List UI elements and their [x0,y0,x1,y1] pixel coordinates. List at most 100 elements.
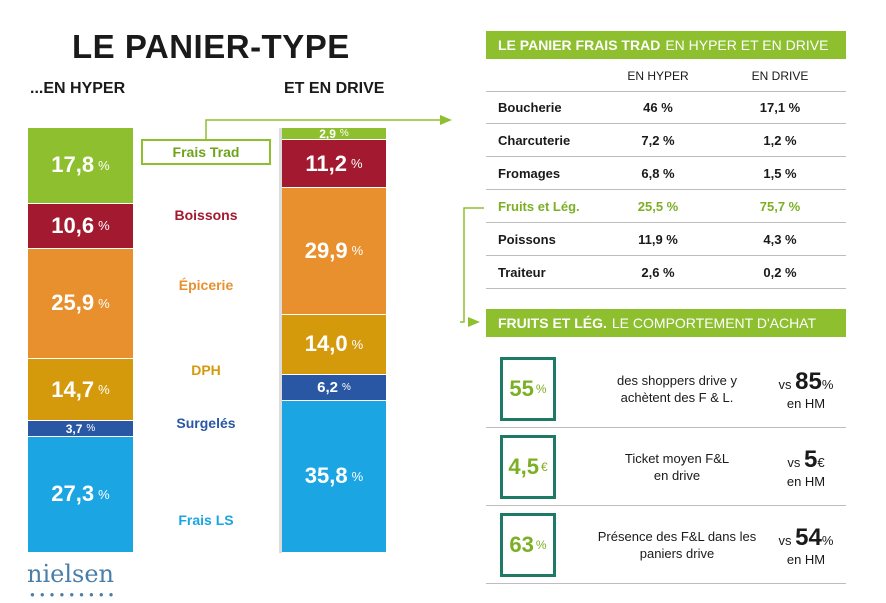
bar-value-label: 35,8 [304,463,348,489]
bar-value-label: 25,9 [51,290,95,316]
bar-segment-hyper-boissons: 10,6% [28,203,133,249]
table-top-rule [486,91,846,92]
kpi-text-line1: Présence des F&L dans les [597,529,757,544]
arrowhead-fruits-leg [468,317,480,327]
table-header-hyper: EN HYPER [627,69,689,83]
behaviour-banner: FRUITS ET LÉG. LE COMPORTEMENT D'ACHAT [486,309,846,337]
bar-segment-drive-frais-trad: 2,9% [282,126,386,141]
row-hyper-value: 6,8 % [641,166,675,181]
bar-unit-label: % [98,218,110,234]
bar-unit-label: % [98,486,110,502]
arrow-fruits-leg [460,207,484,323]
table-row: Charcuterie 7,2 % 1,2 % [486,125,846,157]
bar-unit-label: % [351,336,364,352]
bar-unit-label: % [98,295,110,311]
kpi-description: des shoppers drive y achètent des F & L. [582,350,772,428]
table-header-drive: EN DRIVE [751,69,809,83]
row-drive-value: 4,3 % [763,232,797,247]
row-drive-value: 0,2 % [763,265,797,280]
bar-unit-label: % [351,468,364,484]
kpi-value-box: 55% [500,357,556,421]
row-drive-value: 1,2 % [763,133,797,148]
nielsen-logo: nielsen [27,560,114,588]
bar-value-label: 3,7 [65,421,83,436]
bar-segment-hyper-frais-trad: 17,8% [28,128,133,204]
banner-title-bold: LE PANIER FRAIS TRAD [498,37,661,53]
bar-value-label: 10,6 [51,212,95,238]
kpi-description: Présence des F&L dans les paniers drive [582,506,772,584]
bar-unit-label: % [98,157,110,173]
kpi-compare-value: 5 [804,445,818,473]
bar-unit-label: % [339,128,349,140]
kpi-value: 63 [509,532,534,557]
bar-segment-hyper-surgeles: 3,7% [28,421,133,437]
kpi-ref: en HM [786,473,826,489]
kpi-text-line2: achètent des F & L. [620,390,734,405]
legend-surgeles: Surgelés [176,415,236,431]
kpi-comparison: vs 5€ en HM [766,428,846,506]
bar-segment-drive-frais-ls: 35,8% [282,400,386,553]
drive-column-header: ET EN DRIVE [284,80,385,97]
kpi-value-box: 4,5 € [500,435,556,499]
kpi-text-line1: Ticket moyen F&L [624,451,730,466]
bar-segment-hyper-frais-ls: 27,3% [28,436,133,553]
row-label: Traiteur [498,265,546,280]
kpi-comparison: vs 54% en HM [766,506,846,584]
bar-value-label: 14,0 [304,331,348,357]
bar-segment-hyper-dph: 14,7% [28,358,133,422]
bar-segment-drive-boissons: 11,2% [282,140,386,188]
bar-unit-label: % [86,423,96,435]
logo-dots: ●●●●●●●●● [30,590,119,599]
kpi-row: 4,5 € Ticket moyen F&L en drive vs 5€ en H… [486,428,846,506]
bar-value-label: 11,2 [305,150,348,176]
bar-value-label: 2,9 [319,126,336,141]
bar-segment-drive-epicerie: 29,9% [282,187,386,315]
bar-value-label: 6,2 [317,378,338,396]
kpi-unit: € [540,460,548,474]
frais-trad-table-banner: LE PANIER FRAIS TRAD EN HYPER ET EN DRIV… [486,31,846,59]
kpi-unit: % [535,538,547,552]
kpi-text-line2: paniers drive [639,546,715,561]
row-drive-value: 1,5 % [763,166,797,181]
kpi-vs: vs [778,376,792,392]
kpi-comparison: vs 85% en HM [766,350,846,428]
table-row-highlighted: Fruits et Lég. 25,5 % 75,7 % [486,191,846,223]
bar-segment-drive-surgeles: 6,2% [282,374,386,401]
bar-unit-label: % [351,243,364,259]
hyper-column-header: ...EN HYPER [30,80,126,97]
kpi-ref: en HM [786,395,826,411]
kpi-value: 4,5 [508,454,539,479]
kpi-compare-value: 85 [795,367,822,395]
bar-value-label: 27,3 [51,481,95,507]
behaviour-title-bold: FRUITS ET LÉG. [498,315,607,331]
legend-boissons: Boissons [174,207,238,223]
legend-frais-ls: Frais LS [178,512,234,528]
kpi-text-line1: des shoppers drive y [617,373,737,388]
kpi-text-line2: en drive [653,468,701,483]
page-title: LE PANIER-TYPE [72,28,350,65]
category-legend [133,128,279,553]
arrow-frais-trad [205,119,440,139]
bar-unit-label: % [98,382,110,397]
bar-unit-label: % [351,156,363,172]
table-row: Fromages 6,8 % 1,5 % [486,158,846,190]
row-label: Charcuterie [498,133,571,148]
kpi-value-box: 63% [500,513,556,577]
kpi-unit: % [535,382,547,396]
banner-title-rest: EN HYPER ET EN DRIVE [665,37,829,53]
row-label: Fruits et Lég. [498,199,580,214]
table-row: Traiteur 2,6 % 0,2 % [486,257,846,289]
legend-epicerie: Épicerie [178,277,234,293]
row-hyper-value: 25,5 % [637,199,679,214]
bar-unit-label: % [341,381,351,393]
bar-value-label: 17,8 [51,152,95,178]
kpi-vs: vs [787,454,801,470]
row-drive-value: 75,7 % [759,199,801,214]
row-label: Poissons [498,232,556,247]
bar-value-label: 14,7 [51,376,95,402]
kpi-compare-unit: % [821,532,834,548]
row-drive-value: 17,1 % [759,100,801,115]
bar-segment-drive-dph: 14,0% [282,315,386,375]
row-label: Fromages [498,166,561,181]
legend-frais-trad: Frais Trad [141,139,271,165]
